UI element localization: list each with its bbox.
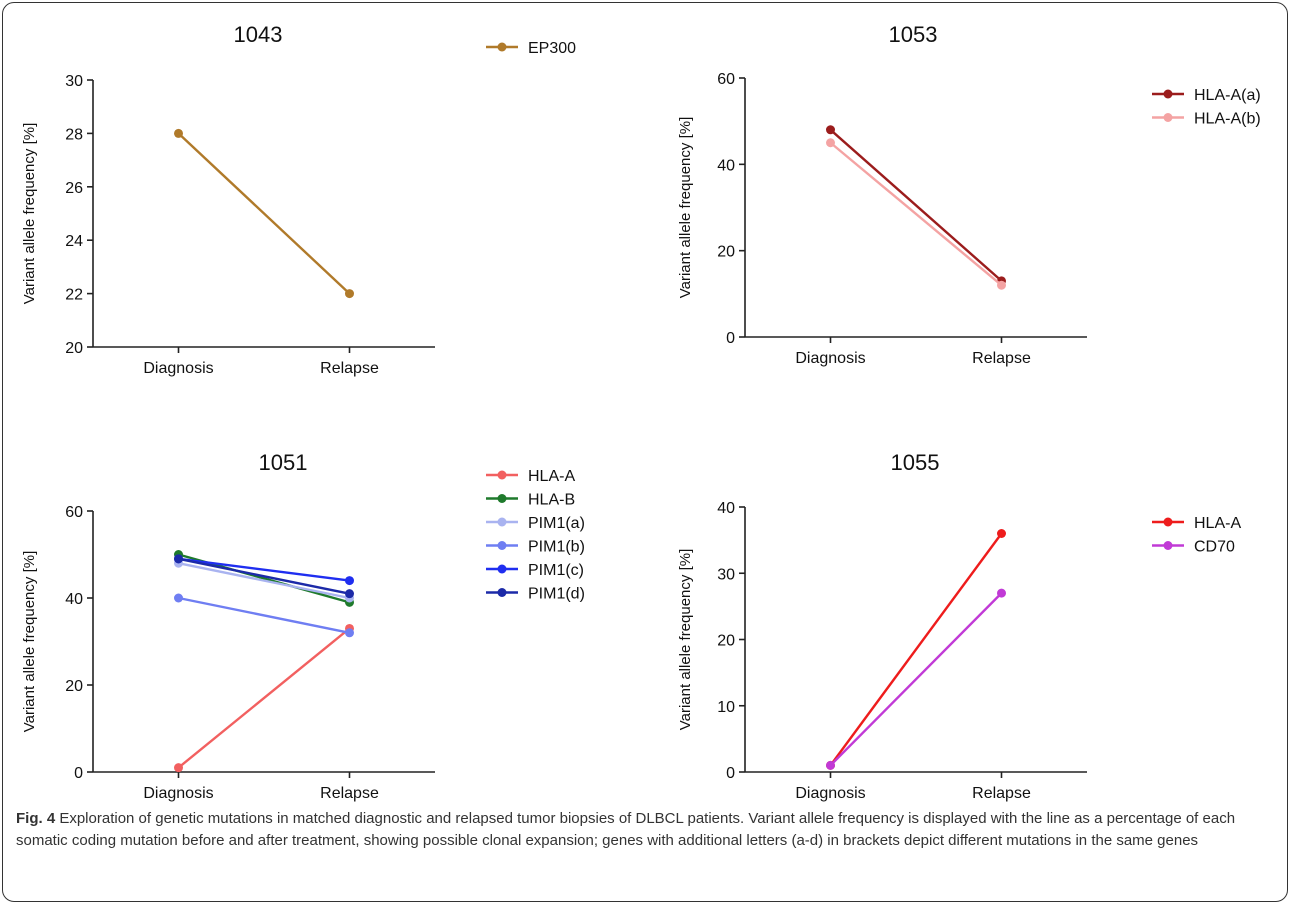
chart-3-y-tick-label: 60 — [65, 504, 83, 521]
chart-3-x-tick-label: Relapse — [320, 785, 379, 802]
chart-3-legend-label: PIM1(a) — [528, 515, 585, 532]
chart-3-data-point — [174, 554, 183, 564]
chart-4-x-tick-label: Relapse — [972, 785, 1031, 802]
chart-3-data-point — [174, 763, 183, 773]
chart-4-data-point — [997, 588, 1006, 598]
chart-2-data-point — [826, 125, 835, 135]
chart-2-legend-label: HLA-A(b) — [1194, 111, 1261, 128]
chart-1-y-axis-label: Variant allele frequency [%] — [21, 123, 38, 305]
chart-1-y-tick-label: 26 — [65, 180, 83, 197]
chart-3-data-point — [345, 589, 354, 599]
chart-4-y-tick-label: 10 — [717, 699, 735, 716]
chart-3-title: 1051 — [259, 450, 308, 475]
chart-2-legend-marker — [1163, 89, 1173, 99]
chart-1-y-tick-label: 28 — [65, 126, 83, 143]
chart-4-legend-label: CD70 — [1194, 539, 1235, 556]
chart-2-y-tick-label: 20 — [717, 244, 735, 261]
chart-2-data-point — [997, 280, 1006, 290]
chart-3-data-point — [345, 576, 354, 586]
chart-3-y-axis-label: Variant allele frequency [%] — [21, 551, 38, 733]
chart-2-series-line — [829, 141, 1003, 287]
chart-2-y-tick-label: 60 — [717, 71, 735, 88]
chart-2-data-point — [826, 138, 835, 148]
chart-4-series-line — [829, 592, 1003, 767]
chart-1-legend-label: EP300 — [528, 40, 576, 57]
chart-3-legend-label: PIM1(c) — [528, 562, 584, 579]
chart-1-data-point — [174, 128, 183, 138]
chart-4-legend-label: HLA-A — [1194, 515, 1241, 532]
chart-2-y-tick-label: 0 — [726, 330, 735, 347]
chart-4-y-tick-label: 0 — [726, 765, 735, 782]
chart-2-x-tick-label: Relapse — [972, 350, 1031, 367]
chart-1-y-tick-label: 22 — [65, 287, 83, 304]
chart-4-data-point — [826, 760, 835, 770]
figure-caption-label: Fig. 4 — [16, 810, 56, 827]
chart-1-x-tick-label: Diagnosis — [143, 360, 213, 377]
chart-3-data-point — [345, 628, 354, 638]
chart-3-y-tick-label: 40 — [65, 591, 83, 608]
chart-3-legend-marker — [497, 588, 507, 597]
chart-2-legend-marker — [1163, 113, 1173, 122]
chart-3-x-tick-label: Diagnosis — [143, 785, 213, 802]
chart-4-y-axis-label: Variant allele frequency [%] — [677, 549, 694, 731]
chart-3-data-point — [174, 593, 183, 603]
chart-3-series-line — [178, 562, 350, 600]
chart-3-series-line — [178, 557, 350, 582]
chart-2-title: 1053 — [889, 22, 938, 47]
chart-2-x-tick-label: Diagnosis — [795, 350, 865, 367]
chart-3-series-line — [178, 557, 350, 595]
chart-1-y-tick-label: 20 — [65, 340, 83, 357]
chart-3-series-line — [178, 596, 350, 634]
chart-1-y-tick-label: 30 — [65, 73, 83, 90]
chart-4-data-point — [997, 529, 1006, 538]
chart-3-legend-marker — [497, 517, 507, 527]
chart-3-y-tick-label: 20 — [65, 678, 83, 695]
chart-1-legend-marker — [497, 42, 507, 52]
chart-2-legend-label: HLA-A(a) — [1194, 87, 1261, 104]
figure-caption: Fig. 4 Exploration of genetic mutations … — [16, 808, 1278, 852]
chart-4-y-tick-label: 40 — [717, 500, 735, 517]
chart-3-legend-label: HLA-B — [528, 492, 575, 509]
chart-1-y-tick-label: 24 — [65, 233, 83, 250]
chart-3-legend-marker — [497, 564, 507, 574]
chart-3-legend-marker — [497, 494, 507, 503]
chart-3-legend-marker — [497, 541, 507, 550]
chart-3-legend-marker — [497, 470, 507, 480]
chart-1-title: 1043 — [234, 22, 283, 47]
figure-caption-text: Exploration of genetic mutations in matc… — [16, 810, 1236, 849]
chart-1-data-point — [345, 289, 354, 299]
chart-3-legend-label: PIM1(d) — [528, 586, 585, 603]
chart-4-y-tick-label: 20 — [717, 633, 735, 650]
chart-2-y-axis-label: Variant allele frequency [%] — [677, 117, 694, 299]
chart-1-x-tick-label: Relapse — [320, 360, 379, 377]
chart-2-y-tick-label: 40 — [717, 157, 735, 174]
chart-4-legend-marker — [1163, 541, 1173, 550]
chart-3-series-line — [177, 627, 351, 769]
chart-4-x-tick-label: Diagnosis — [795, 785, 865, 802]
chart-3-legend-label: PIM1(b) — [528, 539, 585, 556]
chart-4-title: 1055 — [891, 450, 940, 475]
chart-4-series-line — [829, 532, 1003, 767]
chart-3-y-tick-label: 0 — [74, 765, 83, 782]
chart-1-series-line — [177, 132, 351, 295]
chart-3-legend-label: HLA-A — [528, 468, 575, 485]
chart-4-legend-marker — [1163, 517, 1173, 527]
chart-2-series-line — [829, 128, 1003, 282]
chart-4-y-tick-label: 30 — [717, 566, 735, 583]
